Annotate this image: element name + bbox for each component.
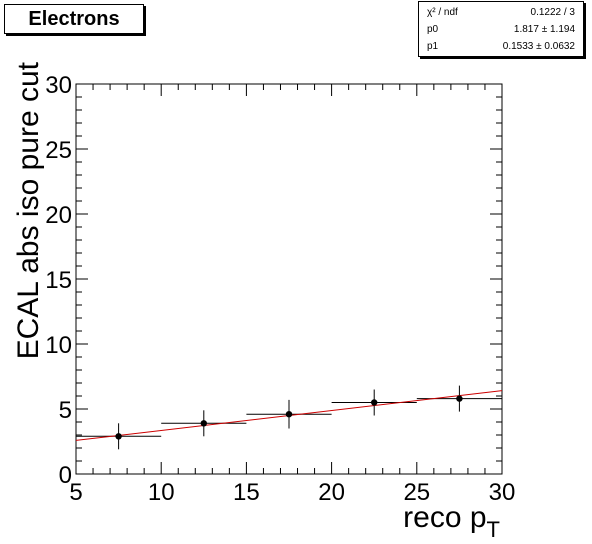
y-axis-label: ECAL abs iso pure cut [12,61,45,359]
title-box: Electrons [4,4,144,34]
y-tick-label: 25 [45,137,72,164]
x-tick-label: 30 [489,479,516,506]
x-tick-label: 20 [318,479,345,506]
stats-key: p1 [427,41,439,52]
data-point [371,399,378,406]
stats-row-p1: p1 0.1533 ± 0.0632 [427,39,575,55]
stats-row-p0: p0 1.817 ± 1.194 [427,22,575,38]
y-tick-label: 30 [45,72,72,99]
data-point [200,420,207,427]
x-tick-label: 15 [233,479,260,506]
y-tick-label: 0 [59,462,72,489]
stats-value: 0.1533 ± 0.0632 [502,41,575,52]
stats-row-chi2: χ² / ndf 0.1222 / 3 [427,5,575,21]
x-tick-label: 10 [148,479,175,506]
y-tick-label: 20 [45,202,72,229]
error-bars [76,385,502,450]
stats-key: χ² / ndf [427,7,458,18]
x-tick-label: 5 [69,479,82,506]
chart-title: Electrons [28,8,120,30]
data-points [115,395,463,440]
y-tick-label: 10 [45,332,72,359]
stats-value: 0.1222 / 3 [530,7,575,18]
data-point [115,433,122,440]
stats-key: p0 [427,24,439,35]
y-tick-label: 15 [45,267,72,294]
data-point [456,395,463,402]
x-axis-label: reco pT [403,501,500,542]
data-point [285,411,293,418]
stats-box: χ² / ndf 0.1222 / 3 p0 1.817 ± 1.194 p1 … [418,1,584,57]
x-tick-label: 25 [403,479,430,506]
axis-ticks [75,83,503,475]
y-tick-label: 5 [59,397,72,424]
stats-value: 1.817 ± 1.194 [513,24,575,35]
